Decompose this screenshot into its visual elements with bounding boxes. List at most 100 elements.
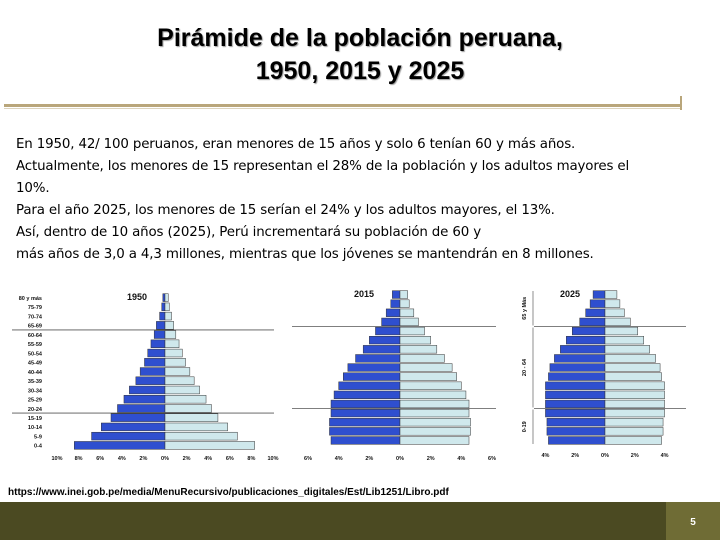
age-group-label: 20 - 64	[522, 358, 528, 376]
male-bar	[545, 399, 606, 409]
source-link[interactable]: https://www.inei.gob.pe/media/MenuRecurs…	[8, 487, 449, 498]
female-bar	[604, 418, 664, 427]
pyramid-chart-1950: 1950 0-4 5-9 10-14 15-19 20-24 25-29 30-34 35-39…	[12, 292, 279, 462]
male-bar	[329, 418, 401, 427]
female-bar	[399, 354, 445, 363]
male-bar	[545, 408, 606, 418]
female-bar	[604, 408, 665, 418]
x-tick-label: 2%	[631, 453, 639, 459]
paragraph-5: Así, dentro de 10 años (2025), Perú incr…	[16, 225, 481, 240]
age-category-label: 20-24	[28, 407, 43, 413]
footer-accent	[666, 502, 720, 540]
male-bar	[110, 413, 166, 422]
age-category-label: 60-64	[28, 333, 43, 339]
age-category-label: 80 y más	[19, 296, 42, 302]
title-divider-end	[680, 96, 682, 110]
chart-title: 2015	[354, 289, 374, 299]
male-bar	[390, 299, 401, 308]
male-bar	[362, 345, 401, 354]
female-bar	[399, 427, 471, 436]
x-tick-label: 4%	[335, 456, 343, 462]
male-bar	[144, 358, 166, 367]
male-bar	[347, 363, 401, 372]
x-tick-label: 6%	[488, 456, 496, 462]
male-bar	[554, 354, 606, 363]
female-bar	[399, 299, 410, 308]
male-bar	[549, 363, 606, 372]
female-bar	[399, 399, 470, 409]
female-bar	[164, 311, 172, 321]
male-bar	[385, 308, 401, 317]
female-bar	[164, 431, 238, 441]
title-divider	[4, 104, 682, 107]
male-bar	[548, 372, 606, 381]
x-tick-label: 10%	[267, 456, 278, 462]
age-category-label: 15-19	[28, 416, 42, 422]
male-bar	[153, 330, 166, 339]
male-bar	[101, 422, 166, 432]
male-bar	[333, 390, 401, 399]
female-bar	[604, 427, 664, 436]
male-bar	[330, 408, 401, 418]
female-bar	[399, 290, 408, 299]
male-bar	[147, 348, 166, 358]
pyramid-chart-2015: 2015 6% 4% 2% 0% 2% 4% 6%	[292, 289, 496, 462]
female-bar	[164, 293, 169, 302]
male-bar	[589, 299, 606, 308]
female-bar	[164, 339, 180, 348]
male-bar	[546, 418, 606, 427]
male-bar	[162, 293, 166, 302]
age-category-label: 10-14	[28, 425, 43, 431]
paragraph-2: Actualmente, los menores de 15 represent…	[16, 159, 630, 174]
title-divider-shadow	[4, 108, 682, 109]
female-bar	[604, 372, 662, 381]
x-tick-label: 0%	[396, 456, 404, 462]
age-category-label: 75-79	[28, 305, 42, 311]
female-bar	[604, 317, 631, 327]
female-bar	[399, 345, 438, 354]
male-bar	[571, 326, 606, 336]
title-line-2: 1950, 2015 y 2025	[255, 57, 465, 85]
pyramid-chart-2025: 2025 4% 2% 0% 2% 4% 0-19 20 - 64 65 y Más	[522, 289, 686, 459]
male-bar	[330, 399, 401, 409]
chart-title: 2025	[560, 289, 580, 299]
x-tick-label: 4%	[204, 456, 212, 462]
male-bar	[546, 427, 606, 436]
age-category-label: 55-59	[28, 342, 42, 348]
female-bar	[604, 381, 665, 390]
male-bar	[545, 381, 606, 390]
female-bar	[399, 436, 470, 445]
x-tick-label: 4%	[457, 456, 465, 462]
x-tick-label: 2%	[365, 456, 373, 462]
x-tick-label: 6%	[226, 456, 234, 462]
male-bar	[74, 441, 166, 450]
male-bar	[560, 345, 606, 354]
male-bar	[392, 290, 401, 299]
female-bar	[164, 330, 177, 339]
female-bar	[399, 336, 431, 345]
age-category-label: 50-54	[28, 351, 43, 357]
female-bar	[604, 390, 665, 399]
female-bar	[164, 395, 207, 404]
male-bar	[135, 376, 166, 385]
female-bar	[604, 399, 665, 409]
female-bar	[164, 302, 170, 312]
female-bar	[604, 308, 625, 317]
female-bar	[604, 436, 662, 445]
female-bar	[164, 413, 219, 422]
paragraph-4: Para el año 2025, los menores de 15 serí…	[16, 203, 555, 218]
age-category-label: 5-9	[34, 434, 42, 440]
male-bar	[161, 302, 166, 312]
male-bar	[369, 336, 401, 345]
page-number: 5	[690, 517, 696, 528]
male-bar	[381, 317, 401, 327]
male-bar	[330, 436, 401, 445]
male-bar	[585, 308, 606, 317]
male-bar	[579, 317, 606, 327]
male-bar	[545, 390, 606, 399]
female-bar	[399, 418, 471, 427]
paragraph-3: 10%.	[16, 181, 50, 196]
age-category-label: 0-4	[34, 444, 43, 450]
female-bar	[164, 376, 195, 385]
age-category-label: 45-49	[28, 361, 42, 367]
